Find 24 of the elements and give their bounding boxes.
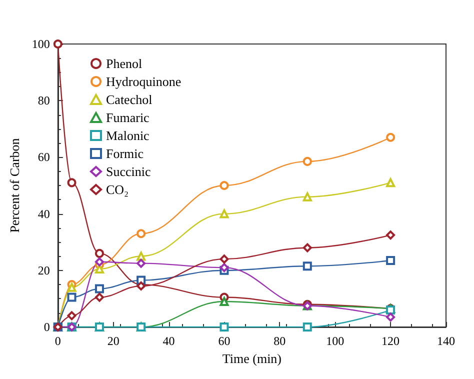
- x-tick-label: 20: [107, 334, 120, 348]
- x-tick-label: 140: [437, 334, 455, 348]
- y-tick-label: 0: [44, 320, 50, 334]
- y-tick-label: 100: [32, 37, 50, 51]
- y-tick-label: 60: [38, 150, 50, 164]
- legend-label: Hydroquinone: [106, 74, 182, 89]
- legend-label: Catechol: [106, 92, 153, 107]
- x-tick-label: 60: [218, 334, 230, 348]
- legend-label: Succinic: [106, 164, 151, 179]
- y-axis-title: Percent of Carbon: [7, 138, 22, 233]
- x-tick-label: 40: [162, 334, 175, 348]
- y-tick-label: 40: [38, 206, 50, 221]
- x-axis-title: Time (min): [222, 350, 282, 366]
- y-tick-label: 80: [38, 94, 50, 108]
- x-tick-label: 80: [274, 334, 286, 348]
- legend-label: Malonic: [106, 128, 150, 143]
- legend-label: Fumaric: [106, 110, 150, 125]
- legend-label: Formic: [106, 146, 144, 161]
- x-tick-label: 120: [382, 334, 400, 348]
- x-tick-label: 100: [326, 334, 344, 348]
- y-tick-label: 20: [38, 263, 50, 278]
- legend-label: Phenol: [106, 56, 142, 71]
- x-tick-label: 0: [54, 334, 61, 348]
- legend-label: CO₂: [106, 182, 129, 197]
